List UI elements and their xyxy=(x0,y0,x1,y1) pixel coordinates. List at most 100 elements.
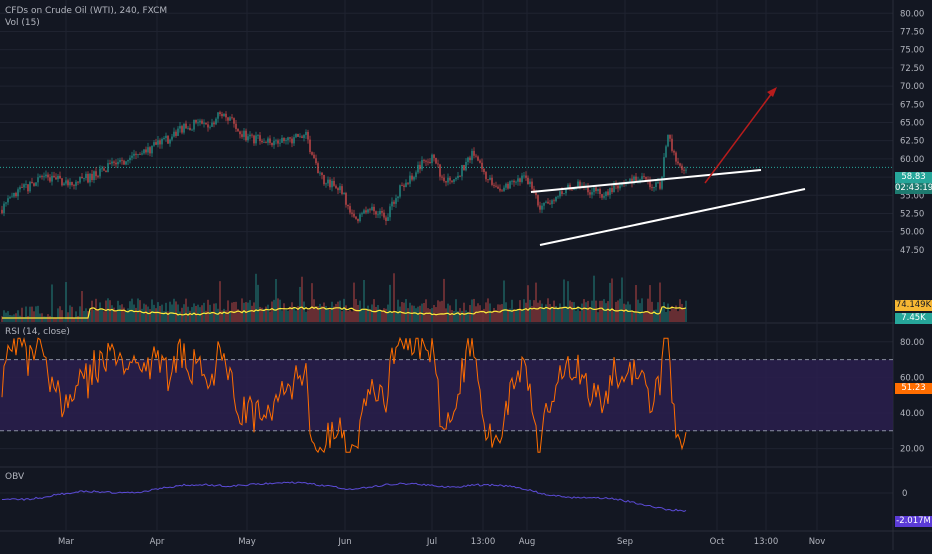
volume-bar xyxy=(335,303,337,322)
candle-body xyxy=(495,185,497,187)
candle-body xyxy=(53,175,55,178)
volume-bar xyxy=(455,299,457,322)
candle-body xyxy=(235,123,237,129)
candle-body xyxy=(513,180,515,183)
candle-body xyxy=(641,176,643,180)
volume-bar xyxy=(661,307,663,322)
candle-body xyxy=(537,195,539,206)
candle-body xyxy=(247,136,249,141)
candle-body xyxy=(435,157,437,164)
candle-body xyxy=(215,118,217,125)
volume-bar xyxy=(149,309,151,322)
candle-body xyxy=(319,172,321,174)
volume-bar xyxy=(299,286,301,322)
volume-bar xyxy=(183,304,185,322)
candle-body xyxy=(131,155,133,158)
volume-bar xyxy=(3,310,5,322)
candle-body xyxy=(539,205,541,210)
volume-bar xyxy=(329,309,331,322)
volume-bar xyxy=(79,306,81,322)
candle-body xyxy=(105,170,107,173)
volume-bar xyxy=(561,306,563,322)
candle-body xyxy=(663,157,665,177)
candle-body xyxy=(375,211,377,215)
candle-body xyxy=(45,174,47,177)
trendline-lower[interactable] xyxy=(539,188,806,246)
candle-body xyxy=(225,113,227,118)
projection-arrow[interactable] xyxy=(704,92,773,184)
candle-body xyxy=(287,137,289,141)
candle-body xyxy=(365,210,367,213)
volume-bar xyxy=(357,304,359,322)
rsi-legend: RSI (14, close) xyxy=(5,327,70,337)
candle-body xyxy=(203,122,205,124)
candle-body xyxy=(667,134,669,147)
time-axis[interactable]: Mar Apr May Jun Jul 13:00 Aug Sep Oct 13:00 Nov xyxy=(58,537,825,547)
volume-bar xyxy=(427,308,429,322)
candle-body xyxy=(349,206,351,213)
candle-body xyxy=(181,126,183,133)
price-axis[interactable]: 80.00 77.50 75.00 72.50 70.00 67.50 65.00 62.50… xyxy=(900,9,924,499)
volume-bar xyxy=(397,299,399,322)
candle-body xyxy=(519,178,521,182)
candle-body xyxy=(343,193,345,194)
candle-body xyxy=(475,155,477,157)
candle-body xyxy=(255,135,257,144)
volume-bar xyxy=(37,305,39,322)
candle-body xyxy=(609,188,611,195)
candle-body xyxy=(281,137,283,143)
candle-body xyxy=(497,186,499,189)
candle-body xyxy=(677,161,679,164)
candle-body xyxy=(21,187,23,188)
volume-bar xyxy=(327,308,329,322)
rsi-tick-label: 80.00 xyxy=(900,338,924,348)
price-tick-label: 75.00 xyxy=(900,46,924,56)
candle-body xyxy=(355,216,357,219)
volume-bar xyxy=(97,309,99,322)
candle-body xyxy=(573,188,575,190)
candle-body xyxy=(41,176,43,177)
obv-legend: OBV xyxy=(5,472,25,482)
volume-bar xyxy=(443,278,445,322)
candle-body xyxy=(149,147,151,154)
volume-bar xyxy=(429,309,431,322)
volume-bar xyxy=(683,308,685,322)
volume-bar xyxy=(315,307,317,322)
volume-bar xyxy=(105,300,107,322)
candle-body xyxy=(67,180,69,186)
candle-body xyxy=(101,168,103,170)
volume-bar xyxy=(415,308,417,322)
candle-body xyxy=(15,192,17,197)
volume-bar xyxy=(257,284,259,322)
volume-bar xyxy=(69,305,71,322)
candle-body xyxy=(169,139,171,144)
volume-bar xyxy=(491,311,493,322)
volume-bar xyxy=(589,308,591,322)
candle-body xyxy=(543,202,545,206)
volume-bar xyxy=(379,310,381,322)
volume-bar xyxy=(205,310,207,322)
candle-body xyxy=(559,191,561,197)
candle-body xyxy=(49,177,51,182)
candle-body xyxy=(47,174,49,178)
volume-bar xyxy=(393,273,395,322)
volume-bar xyxy=(119,305,121,322)
candle-body xyxy=(423,160,425,161)
candle-body xyxy=(257,135,259,137)
candle-body xyxy=(39,176,41,178)
trendline-upper[interactable] xyxy=(530,169,762,193)
price-tick-label: 52.50 xyxy=(900,209,924,219)
volume-bar xyxy=(647,298,649,322)
candle-body xyxy=(77,181,79,183)
candle-body xyxy=(571,189,573,191)
volume-bar xyxy=(229,310,231,322)
volume-bar xyxy=(31,306,33,322)
candle-body xyxy=(103,168,105,171)
candle-body xyxy=(25,184,27,186)
candle-body xyxy=(607,191,609,195)
volume-bar xyxy=(653,309,655,322)
candle-body xyxy=(387,217,389,221)
volume-bar xyxy=(531,306,533,322)
drawings[interactable] xyxy=(530,87,806,246)
